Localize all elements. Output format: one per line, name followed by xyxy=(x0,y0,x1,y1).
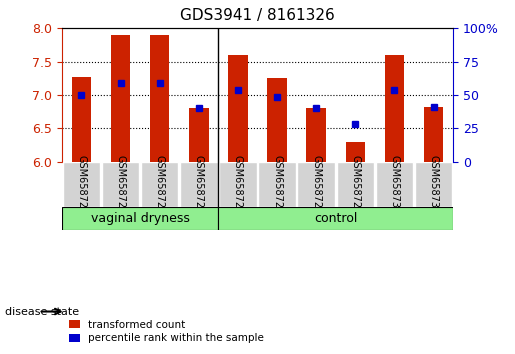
Bar xyxy=(424,107,443,161)
FancyBboxPatch shape xyxy=(63,161,100,207)
Text: GSM658731: GSM658731 xyxy=(428,155,439,214)
Text: GSM658727: GSM658727 xyxy=(154,155,165,214)
Text: GSM658724: GSM658724 xyxy=(233,155,243,214)
FancyBboxPatch shape xyxy=(415,161,452,207)
FancyBboxPatch shape xyxy=(141,161,178,207)
FancyBboxPatch shape xyxy=(62,207,218,230)
Text: control: control xyxy=(314,212,357,225)
Legend: transformed count, percentile rank within the sample: transformed count, percentile rank withi… xyxy=(67,318,266,345)
Text: GSM658723: GSM658723 xyxy=(115,155,126,214)
Bar xyxy=(267,78,287,161)
Bar xyxy=(111,35,130,161)
Text: GSM658725: GSM658725 xyxy=(272,155,282,214)
FancyBboxPatch shape xyxy=(219,161,256,207)
Text: vaginal dryness: vaginal dryness xyxy=(91,212,190,225)
Bar xyxy=(228,55,248,161)
FancyBboxPatch shape xyxy=(376,161,413,207)
Bar xyxy=(189,108,209,161)
Text: GSM658729: GSM658729 xyxy=(350,155,360,214)
Bar xyxy=(72,77,91,161)
Text: GSM658728: GSM658728 xyxy=(194,155,204,214)
FancyBboxPatch shape xyxy=(218,207,453,230)
Bar xyxy=(385,55,404,161)
Bar xyxy=(150,35,169,161)
Text: GSM658730: GSM658730 xyxy=(389,155,400,214)
FancyBboxPatch shape xyxy=(298,161,335,207)
FancyBboxPatch shape xyxy=(180,161,217,207)
Bar xyxy=(346,142,365,161)
Text: GSM658726: GSM658726 xyxy=(311,155,321,214)
Text: GSM658722: GSM658722 xyxy=(76,155,87,214)
FancyBboxPatch shape xyxy=(337,161,374,207)
Title: GDS3941 / 8161326: GDS3941 / 8161326 xyxy=(180,8,335,23)
FancyBboxPatch shape xyxy=(259,161,296,207)
Bar xyxy=(306,108,326,161)
FancyBboxPatch shape xyxy=(102,161,139,207)
Text: disease state: disease state xyxy=(5,307,79,316)
